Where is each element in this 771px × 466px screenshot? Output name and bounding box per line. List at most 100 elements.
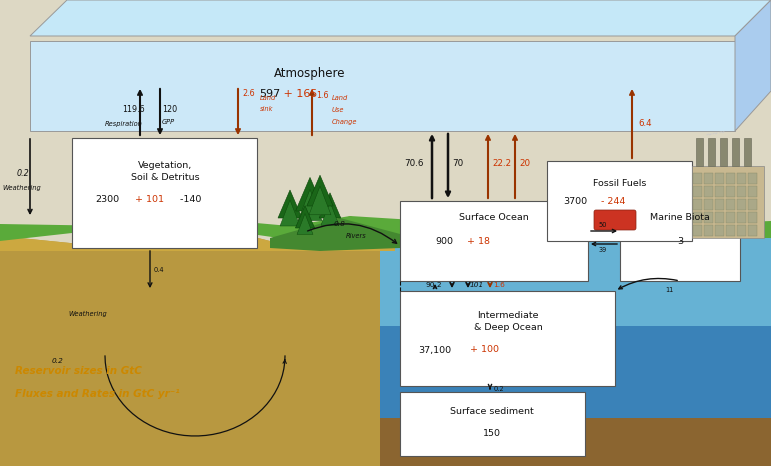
Polygon shape [278, 190, 302, 218]
Text: 39: 39 [599, 247, 607, 253]
Text: Atmosphere: Atmosphere [274, 68, 345, 81]
Text: 70: 70 [452, 158, 463, 167]
Text: Fossil Fuels: Fossil Fuels [594, 178, 647, 187]
Text: 150: 150 [483, 430, 501, 439]
Bar [696, 138, 703, 166]
Bar [748, 225, 757, 236]
Text: Fluxes and Rates in GtC yr⁻¹: Fluxes and Rates in GtC yr⁻¹ [15, 389, 180, 399]
Bar [620, 201, 740, 281]
Bar [693, 199, 702, 210]
Bar [30, 41, 735, 131]
Text: 101: 101 [470, 282, 484, 288]
Bar [693, 173, 702, 184]
Text: 50: 50 [599, 222, 608, 228]
Text: 22.2: 22.2 [492, 158, 511, 167]
Bar [715, 186, 724, 197]
Bar [726, 225, 735, 236]
Text: 597: 597 [259, 89, 280, 99]
Polygon shape [0, 216, 395, 251]
Text: 1.6: 1.6 [316, 91, 328, 101]
Bar [692, 166, 764, 238]
Bar [693, 212, 702, 223]
Bar [400, 392, 585, 456]
Text: + 100: + 100 [467, 345, 499, 355]
Bar [720, 138, 727, 166]
Bar [715, 225, 724, 236]
Text: 2300: 2300 [95, 194, 120, 204]
Bar [72, 138, 257, 248]
Text: Change: Change [332, 119, 358, 125]
Text: Respiration: Respiration [105, 121, 143, 127]
Text: 3: 3 [677, 237, 683, 246]
Text: 0.2: 0.2 [494, 386, 505, 392]
Bar [737, 212, 746, 223]
Polygon shape [735, 0, 771, 131]
Text: + 101: + 101 [132, 194, 164, 204]
Polygon shape [319, 193, 341, 218]
Bar [693, 225, 702, 236]
Bar [748, 186, 757, 197]
Bar [380, 326, 771, 466]
FancyBboxPatch shape [594, 210, 636, 230]
Polygon shape [0, 216, 771, 241]
Text: 37,100: 37,100 [418, 345, 451, 355]
Polygon shape [270, 218, 430, 251]
Bar [726, 173, 735, 184]
Text: Land: Land [332, 95, 348, 101]
Text: 20: 20 [519, 158, 530, 167]
Text: - 244: - 244 [598, 197, 625, 206]
Bar [726, 186, 735, 197]
Bar [737, 199, 746, 210]
Bar [704, 199, 713, 210]
Bar [732, 138, 739, 166]
Text: 119.6: 119.6 [123, 105, 145, 115]
Text: 0.2: 0.2 [17, 170, 30, 178]
Polygon shape [30, 0, 771, 36]
Polygon shape [309, 186, 331, 215]
Text: & Deep Ocean: & Deep Ocean [473, 323, 542, 333]
Text: 1.6: 1.6 [493, 282, 505, 288]
Text: Intermediate: Intermediate [477, 311, 539, 321]
Text: Surface sediment: Surface sediment [450, 406, 534, 416]
Bar [715, 173, 724, 184]
Text: Soil & Detritus: Soil & Detritus [131, 172, 200, 181]
Bar [704, 212, 713, 223]
Bar [547, 161, 692, 241]
Text: 6.4: 6.4 [638, 119, 651, 129]
Bar [704, 173, 713, 184]
Text: Use: Use [332, 107, 345, 113]
Text: Surface Ocean: Surface Ocean [459, 213, 529, 222]
Polygon shape [298, 189, 322, 220]
Text: 120: 120 [162, 104, 177, 114]
Text: GPP: GPP [162, 119, 175, 125]
Text: 2.6: 2.6 [242, 89, 254, 98]
Bar [737, 186, 746, 197]
Bar [715, 199, 724, 210]
Polygon shape [295, 178, 325, 211]
Polygon shape [280, 200, 300, 226]
Bar [737, 225, 746, 236]
Text: Rivers: Rivers [345, 233, 366, 239]
Bar [708, 138, 715, 166]
Bar [726, 212, 735, 223]
Polygon shape [307, 175, 333, 206]
Text: + 165: + 165 [280, 89, 318, 99]
Text: Weathering: Weathering [2, 185, 41, 191]
Bar [748, 212, 757, 223]
Text: ~~~: ~~~ [704, 128, 726, 140]
Bar [380, 226, 771, 466]
Text: sink: sink [260, 106, 274, 112]
Bar [400, 201, 588, 281]
Text: 0.4: 0.4 [154, 267, 165, 273]
Bar [748, 173, 757, 184]
Bar [715, 212, 724, 223]
Bar [748, 199, 757, 210]
Bar [704, 186, 713, 197]
Text: Reservoir sizes in GtC: Reservoir sizes in GtC [15, 366, 142, 376]
Text: -140: -140 [177, 194, 201, 204]
Text: 0.8: 0.8 [334, 221, 346, 227]
Bar [737, 173, 746, 184]
Polygon shape [0, 216, 395, 466]
Text: Weathering: Weathering [68, 311, 106, 317]
Text: 900: 900 [435, 237, 453, 246]
